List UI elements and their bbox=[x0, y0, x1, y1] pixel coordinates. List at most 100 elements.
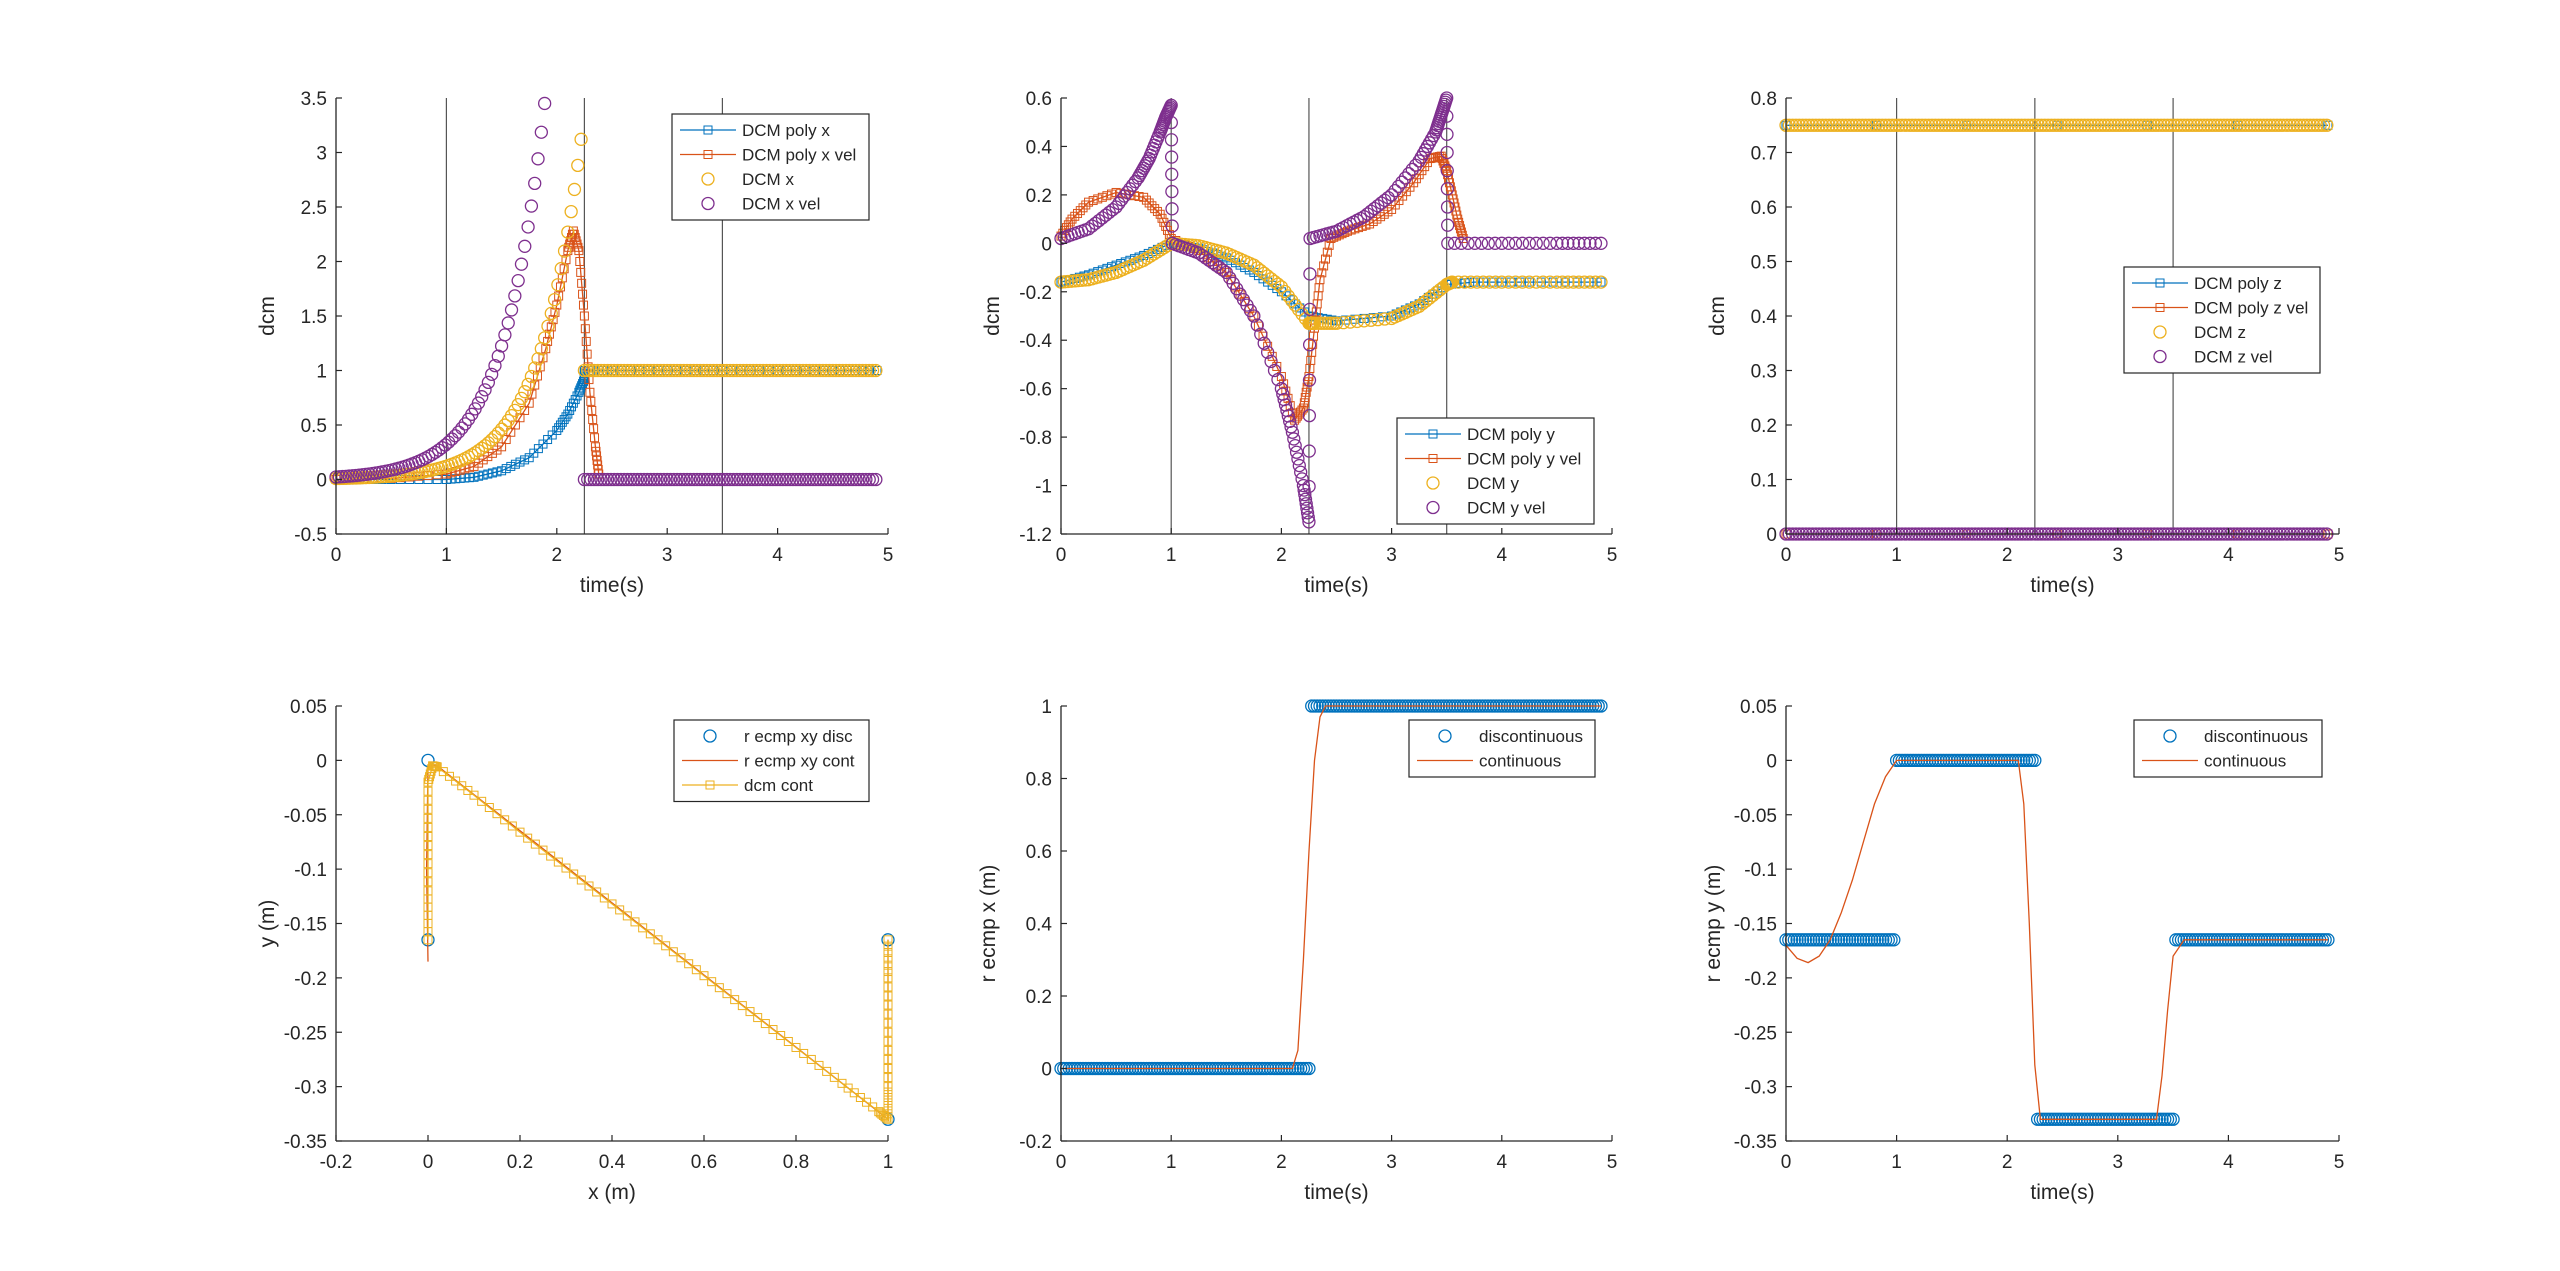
series-line bbox=[1061, 705, 1601, 1070]
data-point bbox=[1971, 118, 1986, 132]
y-axis-label: dcm bbox=[256, 296, 279, 336]
data-point bbox=[791, 1042, 801, 1052]
data-point bbox=[2091, 118, 2105, 132]
data-point bbox=[2028, 753, 2042, 768]
data-point bbox=[1515, 275, 1530, 289]
data-point bbox=[769, 363, 784, 378]
data-point bbox=[2081, 118, 2095, 132]
data-point bbox=[650, 472, 664, 487]
data-point bbox=[883, 960, 893, 970]
y-tick-label: 0.2 bbox=[1026, 987, 1052, 1008]
data-point bbox=[883, 991, 893, 1001]
data-point bbox=[451, 776, 461, 786]
data-point bbox=[638, 923, 648, 933]
x-tick-label: 0.2 bbox=[507, 1152, 533, 1173]
data-point bbox=[485, 367, 499, 382]
data-point bbox=[2303, 118, 2317, 132]
data-point bbox=[587, 363, 601, 378]
data-point bbox=[1872, 118, 1886, 132]
data-point bbox=[1488, 275, 1503, 289]
x-tick-label: 0.6 bbox=[691, 1152, 717, 1173]
data-point bbox=[438, 767, 448, 777]
y-tick-label: 0.4 bbox=[1751, 307, 1778, 328]
data-point bbox=[532, 371, 542, 381]
x-axis-label: time(s) bbox=[580, 574, 644, 597]
x-tick-label: 5 bbox=[2334, 545, 2345, 566]
legend-label: dcm cont bbox=[744, 776, 813, 795]
data-point bbox=[1164, 98, 1178, 112]
legend-entry: discontinuous bbox=[2163, 727, 2308, 746]
y-tick-label: 0.2 bbox=[1751, 416, 1777, 437]
data-point bbox=[743, 363, 757, 378]
data-point bbox=[1257, 336, 1271, 350]
legend-label: DCM x bbox=[742, 170, 794, 189]
data-point bbox=[448, 429, 462, 443]
data-point bbox=[716, 472, 731, 487]
x-tick-label: 3 bbox=[2113, 1152, 2124, 1173]
legend-marker bbox=[703, 150, 713, 159]
y-axis-label: dcm bbox=[981, 296, 1004, 336]
series-line bbox=[1785, 759, 2328, 1120]
data-point bbox=[842, 363, 857, 378]
legend-label: DCM poly z vel bbox=[2194, 299, 2308, 318]
data-point bbox=[643, 472, 658, 487]
data-point bbox=[822, 1066, 832, 1076]
data-point bbox=[1555, 275, 1570, 289]
data-point bbox=[557, 244, 572, 258]
data-point bbox=[2267, 118, 2281, 132]
data-point bbox=[806, 1054, 816, 1064]
data-point bbox=[1560, 277, 1570, 287]
data-point bbox=[492, 809, 502, 819]
data-point bbox=[1543, 236, 1557, 250]
legend-marker bbox=[2155, 278, 2165, 288]
plot-area bbox=[1054, 699, 1608, 1076]
data-point bbox=[647, 363, 661, 378]
data-point bbox=[1515, 236, 1530, 250]
data-point bbox=[2296, 118, 2311, 132]
legend-entry: continuous bbox=[1417, 752, 1561, 771]
x-tick-label: 5 bbox=[1607, 545, 1618, 566]
data-point bbox=[572, 239, 582, 249]
y-tick-label: 1 bbox=[1041, 697, 1052, 718]
data-point bbox=[1391, 179, 1406, 194]
data-point bbox=[869, 472, 883, 487]
data-point bbox=[1381, 190, 1395, 205]
legend: discontinuous continuous bbox=[1408, 719, 1596, 778]
data-point bbox=[1165, 202, 1179, 216]
data-point bbox=[653, 363, 668, 378]
y-tick-label: -0.5 bbox=[294, 525, 327, 546]
data-point bbox=[1302, 515, 1316, 529]
data-point bbox=[826, 363, 840, 378]
data-point bbox=[423, 859, 433, 869]
legend-marker bbox=[701, 196, 715, 211]
data-point bbox=[1298, 487, 1312, 502]
data-point bbox=[836, 472, 850, 487]
data-point bbox=[531, 352, 545, 366]
data-point bbox=[2270, 118, 2284, 132]
x-tick-label: 2 bbox=[2002, 1152, 2013, 1173]
legend-label: DCM z vel bbox=[2194, 348, 2272, 367]
data-point bbox=[1985, 118, 1999, 132]
data-point bbox=[1935, 118, 1949, 132]
data-point bbox=[455, 421, 469, 435]
data-point bbox=[1107, 189, 1117, 199]
data-point bbox=[1822, 118, 1836, 132]
data-point bbox=[2300, 118, 2314, 132]
x-tick-label: 4 bbox=[772, 545, 783, 566]
data-point bbox=[1205, 256, 1220, 270]
data-point bbox=[1819, 118, 1833, 132]
legend-entry: DCM poly y vel bbox=[1405, 450, 1581, 469]
data-point bbox=[594, 472, 608, 487]
legend-box bbox=[2123, 266, 2321, 374]
data-point bbox=[538, 845, 548, 855]
data-point bbox=[478, 383, 492, 397]
data-point bbox=[2011, 118, 2025, 132]
legend-entry: DCM poly x vel bbox=[680, 146, 856, 165]
y-tick-label: 2.5 bbox=[301, 198, 327, 219]
data-point bbox=[1300, 501, 1314, 515]
legend-entry: DCM poly y bbox=[1405, 425, 1555, 444]
legend-label: DCM y vel bbox=[1467, 499, 1545, 518]
data-point bbox=[624, 363, 638, 378]
data-point bbox=[469, 472, 479, 482]
x-tick-label: 0 bbox=[1781, 545, 1792, 566]
